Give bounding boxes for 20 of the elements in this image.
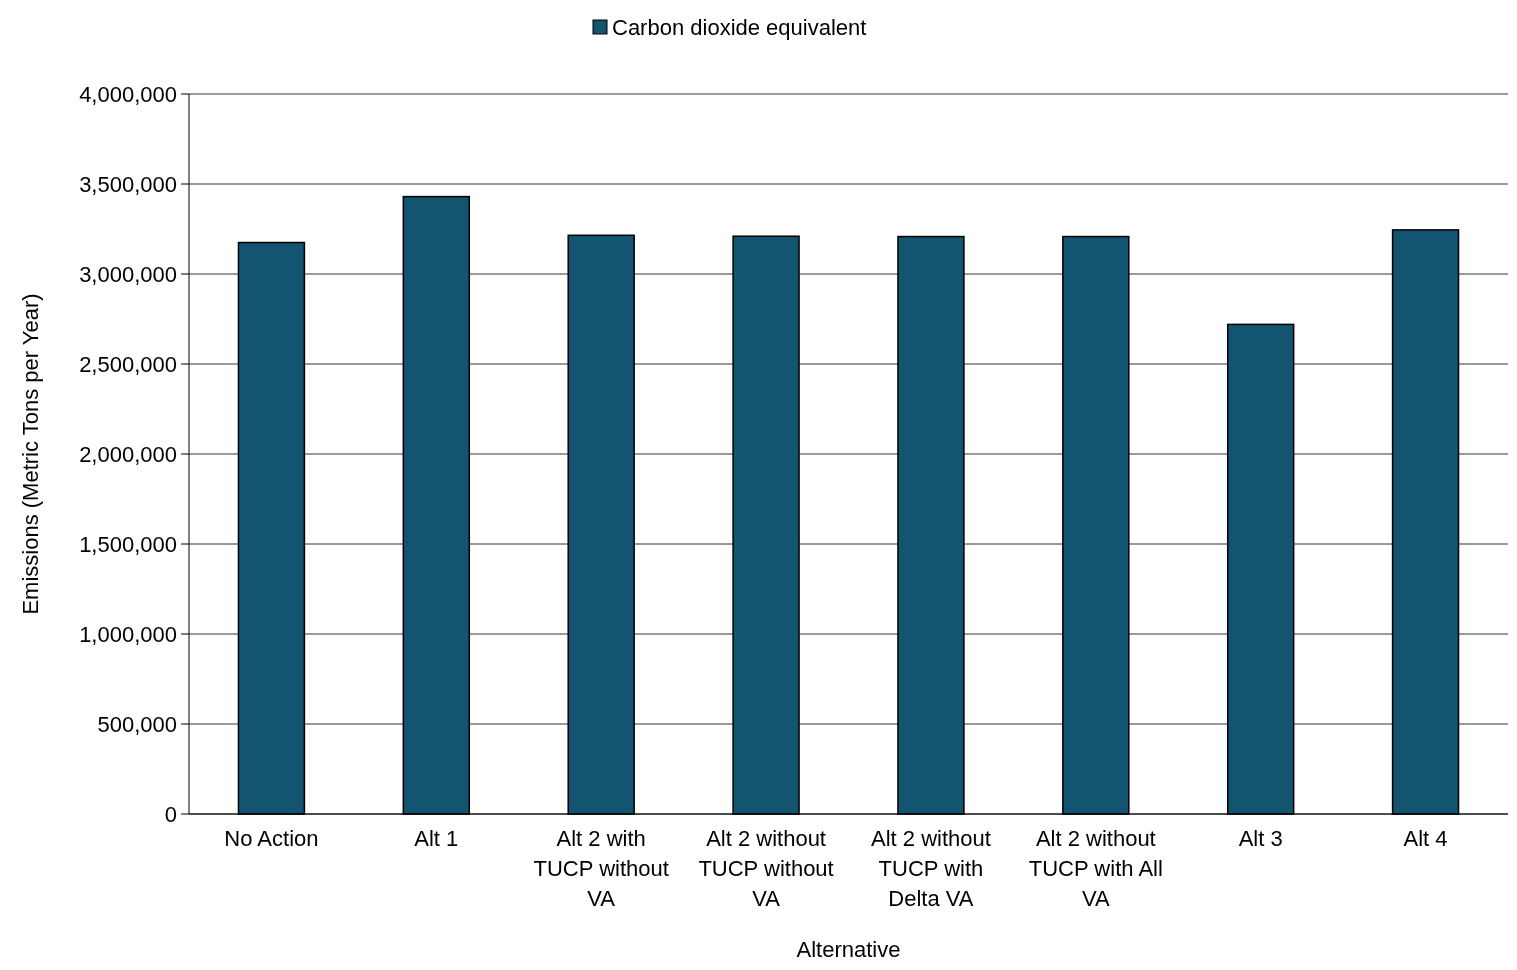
x-tick-label: Alt 4 — [1403, 826, 1448, 851]
y-tick-label: 3,000,000 — [79, 261, 177, 287]
x-axis-title: Alternative — [796, 937, 901, 962]
x-tick-label: Alt 2 without TUCP without VA — [698, 826, 834, 911]
y-tick-label: 0 — [164, 801, 177, 827]
x-tick-label: Alt 2 with TUCP without VA — [533, 826, 669, 911]
y-tick-label: 1,000,000 — [79, 621, 177, 647]
y-tick-label: 2,500,000 — [79, 351, 177, 377]
y-axis-title: Emissions (Metric Tons per Year) — [18, 293, 43, 615]
x-tick-label: No Action — [224, 826, 319, 851]
y-tick-label: 4,000,000 — [79, 81, 177, 107]
x-tick-label: Alt 2 without TUCP with All VA — [1028, 826, 1163, 911]
x-tick-label: Alt 2 without TUCP with Delta VA — [871, 826, 991, 911]
y-tick-label: 2,000,000 — [79, 441, 177, 467]
x-tick-label: Alt 3 — [1238, 826, 1283, 851]
legend-label: Carbon dioxide equivalent — [612, 14, 867, 40]
y-tick-label: 500,000 — [97, 711, 177, 737]
y-tick-label: 3,500,000 — [79, 171, 177, 197]
x-tick-label: Alt 1 — [414, 826, 459, 851]
y-tick-label: 1,500,000 — [79, 531, 177, 557]
